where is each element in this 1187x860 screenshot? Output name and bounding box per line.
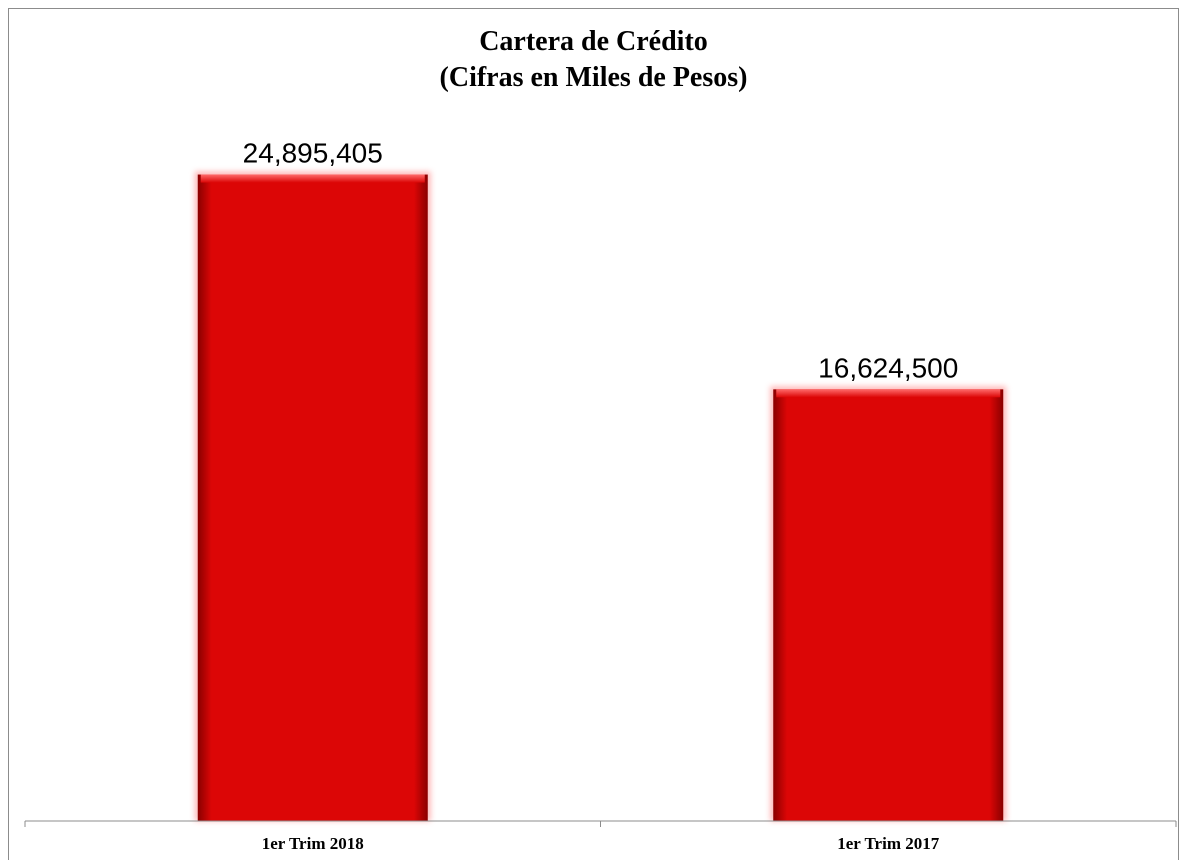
bar-2 bbox=[773, 389, 1004, 821]
data-label: 24,895,405 bbox=[243, 138, 383, 169]
bar-top-bevel bbox=[776, 389, 1001, 398]
bar-top-bevel bbox=[200, 174, 425, 183]
chart-title: Cartera de Crédito bbox=[479, 26, 708, 57]
bar-1 bbox=[197, 174, 428, 821]
data-label: 16,624,500 bbox=[818, 352, 958, 383]
x-tick-label: 1er Trim 2017 bbox=[837, 834, 939, 853]
chart-subtitle: (Cifras en Miles de Pesos) bbox=[439, 62, 748, 93]
x-tick-label: 1er Trim 2018 bbox=[262, 834, 364, 853]
